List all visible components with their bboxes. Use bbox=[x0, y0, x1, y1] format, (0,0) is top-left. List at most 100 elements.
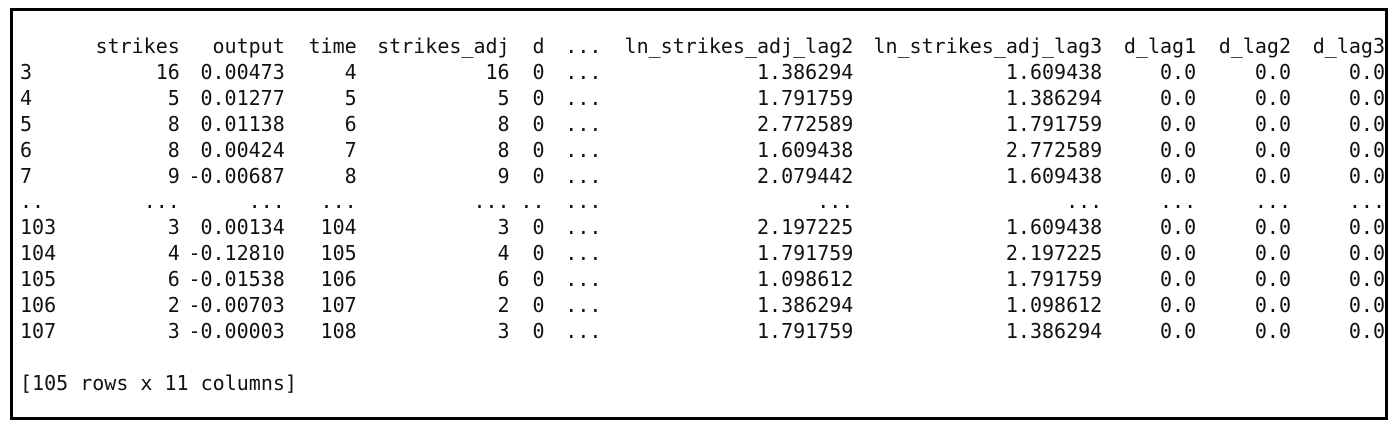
table-cell: 0.0 bbox=[1160, 318, 1197, 343]
table-cell: 8 bbox=[344, 163, 357, 188]
table-cell: 2 bbox=[167, 293, 180, 318]
column-header-strikes-adj: strikes_adj bbox=[377, 34, 510, 58]
table-cell: 3 bbox=[497, 215, 510, 240]
row-index-cell: 6 bbox=[20, 137, 33, 162]
table-cell: 2.197225 bbox=[756, 215, 854, 240]
table-cell: 108 bbox=[320, 318, 357, 343]
table-cell: 5 bbox=[344, 85, 357, 110]
table-cell: 0 bbox=[532, 137, 545, 162]
table-row: 104 4 -0.12810 105 4 0 ... 1.791759 2.19… bbox=[20, 241, 1385, 267]
table-cell: 6 bbox=[344, 111, 357, 136]
table-cell: 0.0 bbox=[1348, 267, 1385, 292]
table-cell: ... bbox=[817, 189, 854, 214]
table-cell: 0.0 bbox=[1254, 293, 1292, 318]
table-cell: ... bbox=[565, 163, 602, 188]
table-cell: -0.12810 bbox=[188, 241, 285, 266]
row-index-cell: 5 bbox=[20, 111, 33, 136]
dataframe-output: strikes output time strikes_adj d ... ln… bbox=[20, 34, 1385, 345]
table-row: 6 8 0.00424 7 8 0 ... 1.609438 2.772589 … bbox=[20, 138, 1385, 164]
row-index-cell: 107 bbox=[20, 318, 57, 343]
output-frame: strikes output time strikes_adj d ... ln… bbox=[10, 8, 1388, 420]
table-cell: 0.0 bbox=[1254, 163, 1292, 188]
column-header-strikes: strikes bbox=[95, 34, 180, 58]
table-cell: 3 bbox=[497, 318, 510, 343]
table-cell: 5 bbox=[497, 85, 510, 110]
index-header bbox=[20, 34, 76, 60]
table-cell: ... bbox=[248, 189, 285, 214]
table-cell: 6 bbox=[497, 267, 510, 292]
table-cell: 0.0 bbox=[1160, 241, 1197, 266]
table-cell: 1.386294 bbox=[756, 293, 854, 318]
table-cell: 0.0 bbox=[1348, 59, 1385, 84]
row-index-cell: 3 bbox=[20, 59, 33, 84]
table-cell: 4 bbox=[344, 59, 357, 84]
table-cell: 107 bbox=[320, 293, 357, 318]
dataframe-body: 3 16 0.00473 4 16 0 ... 1.386294 1.60943… bbox=[20, 60, 1385, 345]
table-cell: 0 bbox=[532, 267, 545, 292]
table-cell: 2.772589 bbox=[756, 111, 854, 136]
ellipsis-row: .. ... ... ... ... .. ... ... ... ... ..… bbox=[20, 189, 1385, 215]
table-cell: 1.791759 bbox=[1005, 111, 1103, 136]
table-cell: 9 bbox=[497, 163, 510, 188]
table-cell: ... bbox=[565, 189, 602, 214]
table-cell: 2.197225 bbox=[1005, 241, 1103, 266]
table-cell: 1.791759 bbox=[756, 85, 854, 110]
table-row: 7 9 -0.00687 8 9 0 ... 2.079442 1.609438… bbox=[20, 164, 1385, 190]
column-header-d: d bbox=[532, 34, 545, 58]
table-cell: 3 bbox=[167, 215, 180, 240]
table-cell: ... bbox=[565, 215, 602, 240]
table-cell: 0 bbox=[532, 293, 545, 318]
table-cell: 0.00424 bbox=[200, 137, 285, 162]
table-cell: 9 bbox=[167, 163, 180, 188]
column-header-ellipsis: ... bbox=[565, 34, 602, 58]
table-cell: ... bbox=[565, 111, 602, 136]
table-cell: 8 bbox=[167, 111, 180, 136]
table-cell: -0.00003 bbox=[188, 318, 285, 343]
table-row: 106 2 -0.00703 107 2 0 ... 1.386294 1.09… bbox=[20, 293, 1385, 319]
table-cell: 6 bbox=[167, 267, 180, 292]
table-cell: ... bbox=[565, 241, 602, 266]
table-cell: 16 bbox=[485, 59, 510, 84]
table-cell: ... bbox=[565, 59, 602, 84]
table-cell: 0 bbox=[532, 215, 545, 240]
table-cell: ... bbox=[565, 85, 602, 110]
table-cell: 0.0 bbox=[1254, 267, 1292, 292]
table-cell: 1.609438 bbox=[1005, 215, 1103, 240]
table-cell: 1.609438 bbox=[1005, 59, 1103, 84]
table-cell: 1.791759 bbox=[756, 318, 854, 343]
table-cell: 0.0 bbox=[1348, 137, 1385, 162]
table-cell: 0 bbox=[532, 318, 545, 343]
table-cell: 0.0 bbox=[1254, 215, 1292, 240]
table-cell: 4 bbox=[167, 241, 180, 266]
row-index-cell: 105 bbox=[20, 267, 57, 292]
table-cell: 0.0 bbox=[1160, 111, 1197, 136]
table-cell: 0.0 bbox=[1254, 137, 1292, 162]
row-index-cell: 104 bbox=[20, 241, 57, 266]
table-cell: -0.01538 bbox=[188, 267, 285, 292]
table-cell: 0 bbox=[532, 163, 545, 188]
table-cell: 0.0 bbox=[1160, 215, 1197, 240]
table-cell: ... bbox=[565, 318, 602, 343]
header-row: strikes output time strikes_adj d ... ln… bbox=[20, 34, 1385, 60]
table-cell: 0.0 bbox=[1160, 267, 1197, 292]
table-cell: 104 bbox=[320, 215, 357, 240]
table-cell: 0.01138 bbox=[200, 111, 285, 136]
table-cell: 0.0 bbox=[1348, 318, 1385, 343]
column-header-d-lag3: d_lag3 bbox=[1312, 34, 1385, 58]
table-cell: 0.0 bbox=[1160, 293, 1197, 318]
table-cell: 8 bbox=[497, 137, 510, 162]
table-row: 103 3 0.00134 104 3 0 ... 2.197225 1.609… bbox=[20, 215, 1385, 241]
table-cell: 0.0 bbox=[1254, 85, 1292, 110]
table-cell: ... bbox=[565, 137, 602, 162]
table-cell: -0.00703 bbox=[188, 293, 285, 318]
dataframe-shape-summary: [105 rows x 11 columns] bbox=[20, 371, 297, 395]
row-index-cell: 103 bbox=[20, 215, 57, 240]
table-cell: 0 bbox=[532, 111, 545, 136]
table-cell: ... bbox=[1160, 189, 1197, 214]
table-cell: 1.609438 bbox=[1005, 163, 1103, 188]
row-index-cell: 106 bbox=[20, 293, 57, 318]
table-cell: 1.791759 bbox=[756, 241, 854, 266]
table-cell: 4 bbox=[497, 241, 510, 266]
table-cell: 0.0 bbox=[1348, 111, 1385, 136]
column-header-d-lag2: d_lag2 bbox=[1218, 34, 1292, 58]
